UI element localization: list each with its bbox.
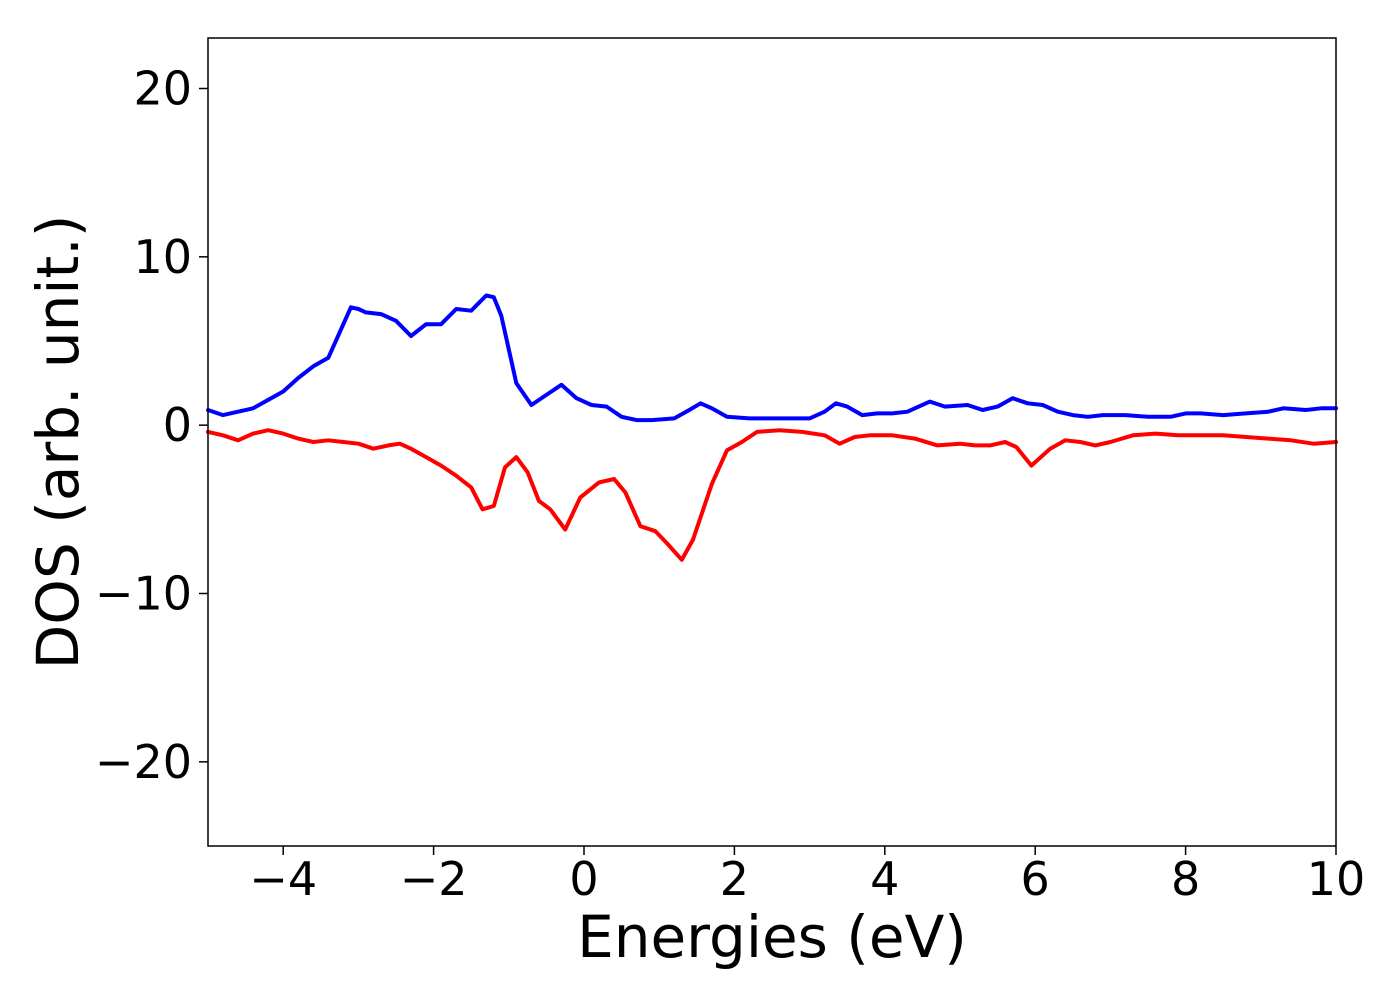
plot-area xyxy=(208,38,1336,846)
y-tick-label: 20 xyxy=(133,62,192,116)
x-tick-label: 4 xyxy=(870,852,899,906)
y-tick-label: −10 xyxy=(95,567,192,621)
series-line-1 xyxy=(206,293,1338,423)
plot-frame xyxy=(207,37,1337,847)
x-tick-label: 8 xyxy=(1171,852,1200,906)
y-tick-label: −20 xyxy=(95,735,192,789)
y-tick-label: 10 xyxy=(133,230,192,284)
x-tick-label: 10 xyxy=(1307,852,1366,906)
x-tick-label: −4 xyxy=(249,852,317,906)
x-tick-label: −2 xyxy=(400,852,468,906)
x-tick-label: 0 xyxy=(569,852,598,906)
x-tick-label: 6 xyxy=(1021,852,1050,906)
series-lines xyxy=(206,293,1338,562)
x-tick-label: 2 xyxy=(720,852,749,906)
x-axis-label: Energies (eV) xyxy=(577,903,967,971)
series-line-2 xyxy=(206,428,1338,562)
y-axis: −20 −10 0 10 20 xyxy=(95,62,208,789)
x-axis: −4 −2 0 2 4 6 8 10 xyxy=(249,846,1365,906)
y-axis-label: DOS (arb. unit.) xyxy=(24,215,92,670)
y-tick-label: 0 xyxy=(163,398,192,452)
